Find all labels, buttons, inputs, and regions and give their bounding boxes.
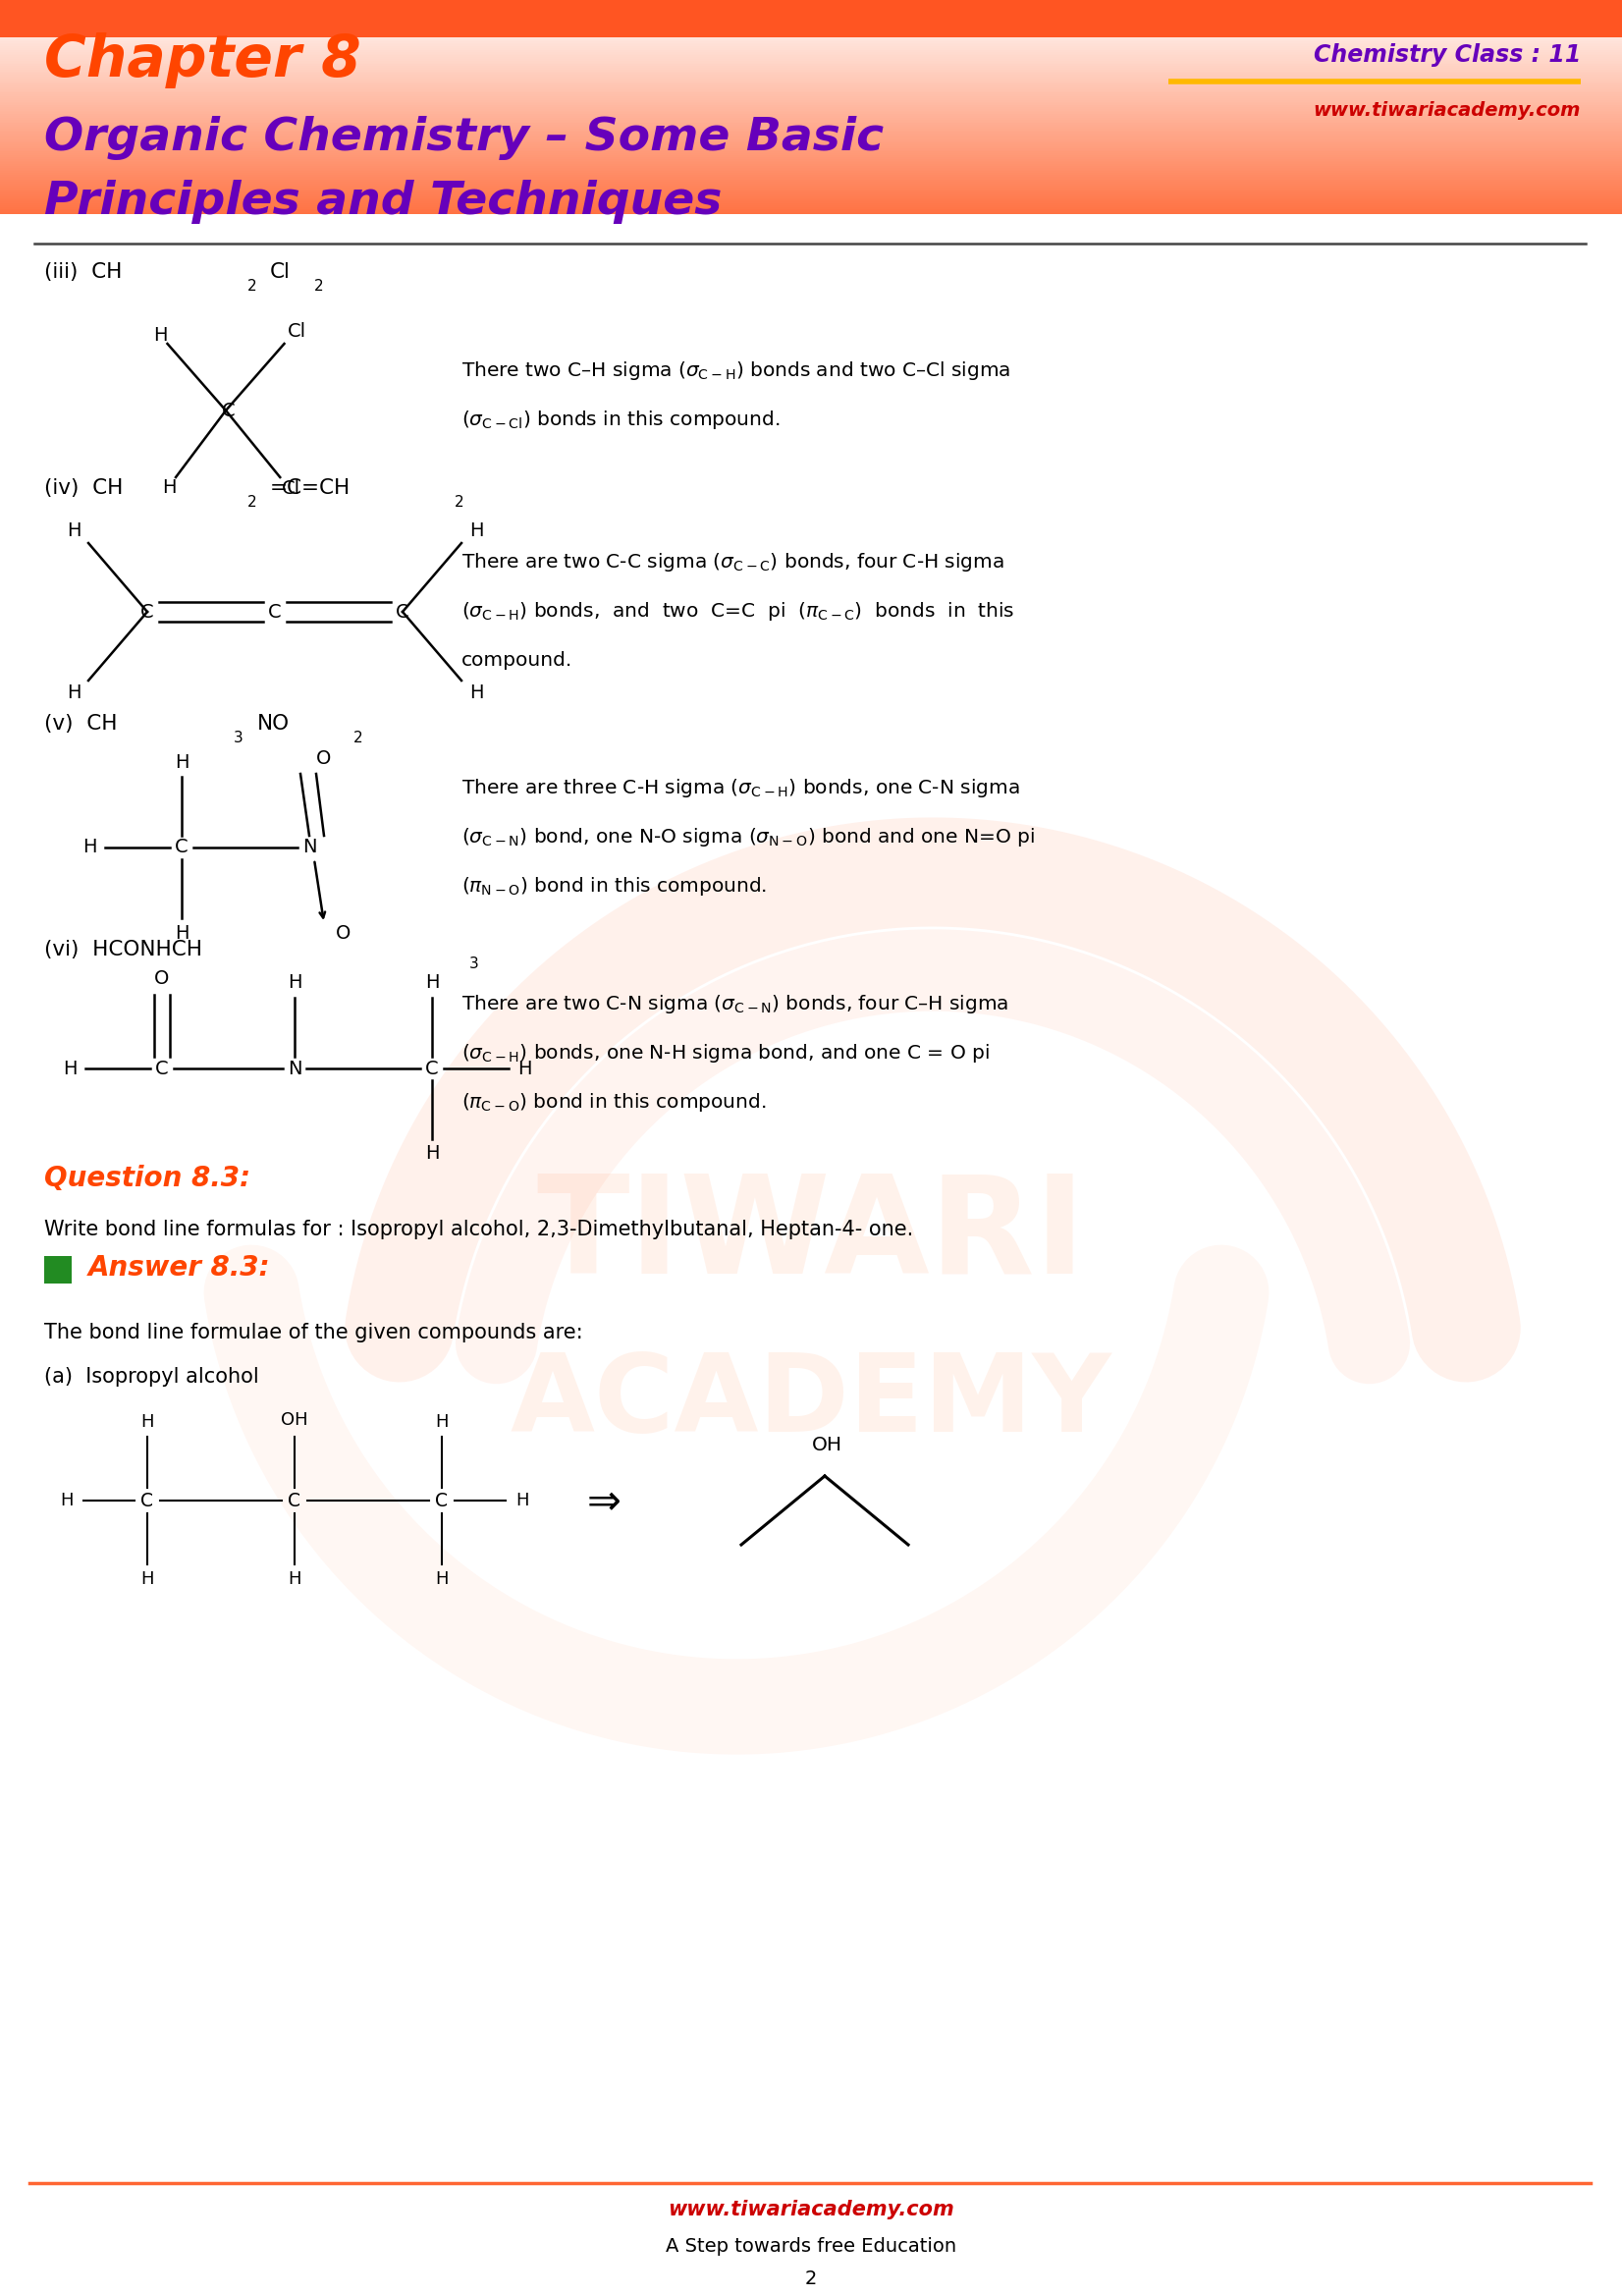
Text: C: C <box>435 1490 448 1511</box>
Text: C: C <box>156 1058 169 1077</box>
Text: H: H <box>517 1058 532 1077</box>
Text: (iv)  CH: (iv) CH <box>44 478 123 498</box>
Text: C: C <box>268 602 282 622</box>
Text: There are three C-H sigma ($\sigma_{\mathregular{C-H}}$) bonds, one C-N sigma: There are three C-H sigma ($\sigma_{\mat… <box>462 776 1020 799</box>
Text: H: H <box>469 521 483 540</box>
Text: C: C <box>141 1490 154 1511</box>
Text: C: C <box>175 838 188 856</box>
Text: ($\pi_{\mathregular{N-O}}$) bond in this compound.: ($\pi_{\mathregular{N-O}}$) bond in this… <box>462 875 767 898</box>
Text: (v)  CH: (v) CH <box>44 714 117 735</box>
Text: ($\sigma_{\mathregular{C-N}}$) bond, one N-O sigma ($\sigma_{\mathregular{N-O}}$: ($\sigma_{\mathregular{C-N}}$) bond, one… <box>462 827 1035 850</box>
Text: Principles and Techniques: Principles and Techniques <box>44 179 722 225</box>
Text: H: H <box>425 974 440 992</box>
Text: Question 8.3:: Question 8.3: <box>44 1164 250 1192</box>
Text: H: H <box>287 974 302 992</box>
Text: OH: OH <box>811 1435 842 1453</box>
Text: (vi)  HCONHCH: (vi) HCONHCH <box>44 939 203 960</box>
Bar <box>0 0 1622 37</box>
Text: A Step towards free Education: A Step towards free Education <box>665 2236 957 2255</box>
Text: H: H <box>141 1570 154 1589</box>
Text: Chapter 8: Chapter 8 <box>44 32 362 87</box>
Text: H: H <box>516 1492 529 1508</box>
Text: H: H <box>60 1492 73 1508</box>
Text: C: C <box>289 1490 302 1511</box>
Text: ($\sigma_{\mathregular{C-Cl}}$) bonds in this compound.: ($\sigma_{\mathregular{C-Cl}}$) bonds in… <box>462 409 780 432</box>
Text: H: H <box>141 1412 154 1430</box>
Text: =C=CH: =C=CH <box>269 478 350 498</box>
Text: OH: OH <box>281 1412 308 1428</box>
Text: There two C–H sigma ($\sigma_{\mathregular{C-H}}$) bonds and two C–Cl sigma: There two C–H sigma ($\sigma_{\mathregul… <box>462 360 1011 381</box>
Text: NO: NO <box>258 714 290 735</box>
Text: H: H <box>154 326 167 344</box>
Text: N: N <box>287 1058 302 1077</box>
Text: H: H <box>175 753 188 771</box>
Text: 2: 2 <box>248 278 256 294</box>
Text: Chemistry Class : 11: Chemistry Class : 11 <box>1314 44 1581 67</box>
Text: 2: 2 <box>248 496 256 510</box>
Text: H: H <box>175 923 188 941</box>
Text: H: H <box>67 521 81 540</box>
Text: H: H <box>435 1412 448 1430</box>
Text: ($\sigma_{\mathregular{C-H}}$) bonds,  and  two  C=C  pi  ($\pi_{\mathregular{C-: ($\sigma_{\mathregular{C-H}}$) bonds, an… <box>462 599 1015 622</box>
Text: H: H <box>425 1146 440 1164</box>
Text: C: C <box>222 402 235 420</box>
Text: 2: 2 <box>354 730 363 746</box>
Text: Cl: Cl <box>282 480 300 498</box>
Text: 2: 2 <box>454 496 464 510</box>
Text: C: C <box>425 1058 438 1077</box>
Text: H: H <box>162 478 177 496</box>
Text: ($\pi_{\mathregular{C-O}}$) bond in this compound.: ($\pi_{\mathregular{C-O}}$) bond in this… <box>462 1091 766 1114</box>
Bar <box>44 1256 71 1283</box>
Text: The bond line formulae of the given compounds are:: The bond line formulae of the given comp… <box>44 1322 582 1343</box>
Text: C: C <box>141 602 154 622</box>
Text: O: O <box>336 923 352 941</box>
Text: TIWARI: TIWARI <box>537 1169 1085 1302</box>
Text: H: H <box>289 1570 302 1589</box>
Text: 2: 2 <box>805 2268 817 2289</box>
Text: (a)  Isopropyl alcohol: (a) Isopropyl alcohol <box>44 1366 260 1387</box>
Text: H: H <box>469 682 483 703</box>
Text: ACADEMY: ACADEMY <box>511 1350 1111 1456</box>
Text: (iii)  CH: (iii) CH <box>44 262 122 282</box>
Text: H: H <box>67 682 81 703</box>
Text: H: H <box>63 1058 76 1077</box>
Text: 3: 3 <box>234 730 243 746</box>
Text: www.tiwariacademy.com: www.tiwariacademy.com <box>668 2200 954 2220</box>
Text: Write bond line formulas for : Isopropyl alcohol, 2,3-Dimethylbutanal, Heptan-4-: Write bond line formulas for : Isopropyl… <box>44 1219 913 1240</box>
Text: There are two C-N sigma ($\sigma_{\mathregular{C-N}}$) bonds, four C–H sigma: There are two C-N sigma ($\sigma_{\mathr… <box>462 992 1009 1015</box>
Text: H: H <box>83 838 96 856</box>
Text: Answer 8.3:: Answer 8.3: <box>88 1254 271 1281</box>
Text: There are two C-C sigma ($\sigma_{\mathregular{C-C}}$) bonds, four C-H sigma: There are two C-C sigma ($\sigma_{\mathr… <box>462 551 1004 574</box>
Text: Cl: Cl <box>287 321 307 340</box>
Text: O: O <box>154 969 170 987</box>
Text: N: N <box>302 838 316 856</box>
Text: www.tiwariacademy.com: www.tiwariacademy.com <box>1314 101 1581 119</box>
Text: 3: 3 <box>469 957 478 971</box>
Text: ($\sigma_{\mathregular{C-H}}$) bonds, one N-H sigma bond, and one C = O pi: ($\sigma_{\mathregular{C-H}}$) bonds, on… <box>462 1042 989 1065</box>
Text: C: C <box>396 602 409 622</box>
Text: Cl: Cl <box>269 262 290 282</box>
Text: Organic Chemistry – Some Basic: Organic Chemistry – Some Basic <box>44 115 884 161</box>
Text: compound.: compound. <box>462 652 573 670</box>
Text: H: H <box>435 1570 448 1589</box>
Text: $\Rightarrow$: $\Rightarrow$ <box>577 1481 620 1522</box>
Text: 2: 2 <box>315 278 324 294</box>
Text: O: O <box>316 751 331 769</box>
